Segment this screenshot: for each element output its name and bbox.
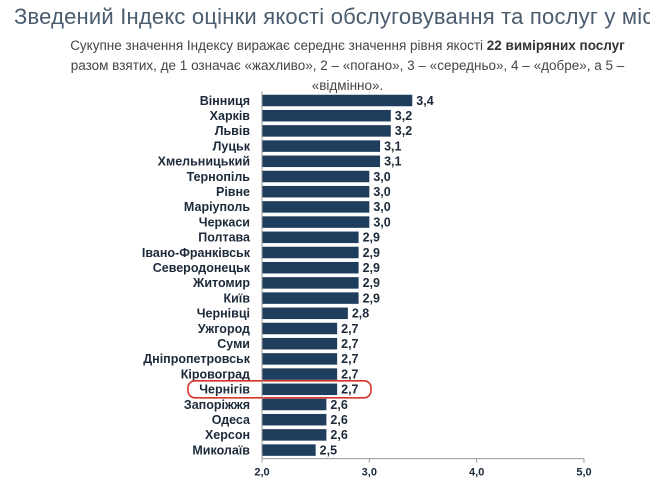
value-label: 3,1 [384,155,401,169]
x-tick-label: 3,0 [362,467,377,479]
value-label: 3,0 [373,215,390,229]
value-label: 2,9 [363,231,380,245]
bar-21 [262,398,327,411]
x-tick-label: 4,0 [469,467,484,479]
category-label: Дніпропетровськ [143,352,250,366]
bar-8 [262,201,370,213]
bar-2 [262,109,391,122]
bar-6 [262,170,370,183]
highlight-outline [187,379,372,399]
subtitle-text-2: разом взятих, де 1 означає «жахливо», 2 … [70,58,625,93]
value-label: 2,7 [341,367,358,381]
bar-24 [262,444,316,456]
subtitle-bold-text: 22 виміряних послуг [486,38,625,53]
bar-15 [262,307,348,320]
category-label: Київ [223,291,250,305]
category-label: Львів [215,124,251,138]
value-label: 2,7 [341,322,358,336]
bar-13 [262,277,359,289]
value-label: 2,9 [363,276,380,290]
bar-23 [262,429,327,441]
bar-18 [262,353,338,365]
value-label: 3,4 [416,94,433,108]
category-label: Чернігів [199,383,250,397]
value-label: 2,9 [363,261,380,275]
category-label: Івано-Франківськ [142,246,251,260]
value-label: 3,2 [395,124,412,138]
category-label: Полтава [198,231,251,245]
bar-4 [262,140,381,152]
subtitle-text-1: Сукупне значення Індексу виражає середнє… [70,38,487,53]
value-label: 2,7 [341,352,358,366]
category-label: Маріуполь [184,200,250,214]
bar-17 [262,337,338,350]
category-label: Херсон [205,428,250,442]
value-label: 3,2 [395,109,412,123]
category-label: Чернівці [197,307,250,321]
bar-10 [262,231,359,244]
value-label: 2,7 [341,383,358,397]
x-tick-label: 5,0 [576,467,591,479]
category-label: Луцьк [213,139,251,153]
bar-22 [262,413,327,426]
category-label: Миколаїв [192,443,250,457]
value-label: 2,5 [320,443,337,457]
value-label: 3,0 [373,200,390,214]
chart-subtitle: Сукупне значення Індексу виражає середнє… [60,36,635,96]
category-label: Ужгород [198,322,250,336]
category-label: Вінниця [200,94,250,108]
bar-12 [262,261,359,274]
bar-19 [262,368,338,380]
category-label: Рівне [216,185,250,199]
page-title: Зведений Індекс оцінки якості обслуговув… [14,4,650,29]
bar-1 [262,94,413,107]
value-label: 2,6 [330,398,347,412]
bar-9 [262,216,370,228]
category-label: Харків [210,109,251,123]
value-label: 2,6 [330,428,347,442]
value-label: 3,1 [384,139,401,153]
x-tick-label: 2,0 [254,467,269,479]
value-label: 3,0 [373,185,390,199]
value-label: 2,9 [363,246,380,260]
value-label: 2,8 [352,307,369,321]
category-label: Хмельницький [158,155,250,169]
category-label: Северодонецьк [153,261,251,275]
category-label: Житомир [192,276,250,290]
value-label: 2,9 [363,291,380,305]
value-label: 3,0 [373,170,390,184]
bar-16 [262,322,338,335]
bar-5 [262,155,381,168]
category-label: Тернопіль [187,170,251,184]
bar-7 [262,185,370,198]
bar-11 [262,246,359,259]
category-label: Запоріжжя [184,398,250,412]
bar-3 [262,125,391,137]
bar-14 [262,292,359,304]
bar-20 [262,383,338,396]
category-label: Суми [217,337,250,351]
category-label: Черкаси [199,215,250,229]
category-label: Кіровоград [181,367,250,381]
value-label: 2,7 [341,337,358,351]
value-label: 2,6 [330,413,347,427]
category-label: Одеса [212,413,251,427]
